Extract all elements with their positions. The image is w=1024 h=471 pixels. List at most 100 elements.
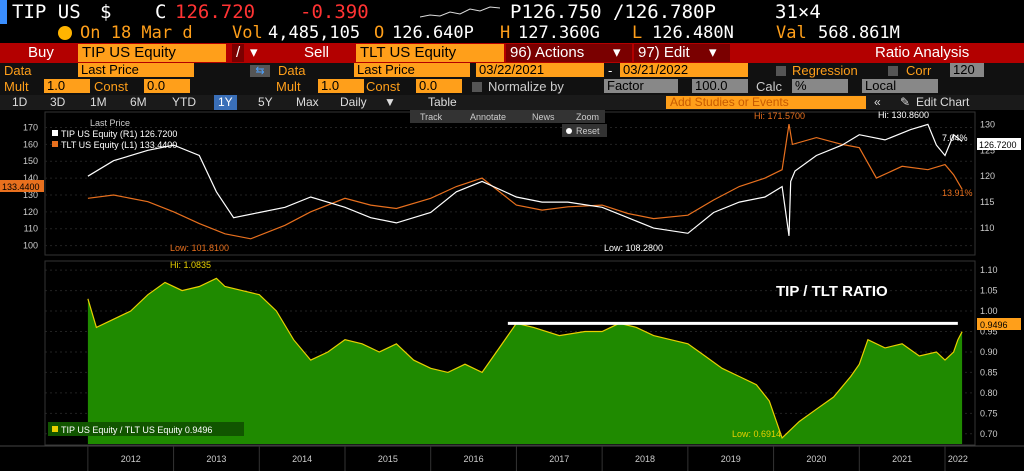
legend-swatch-tlt [52,141,58,147]
chevron-down-icon: ▼ [384,95,396,109]
function-title: Ratio Analysis [875,44,970,61]
sparkline-icon [420,6,500,18]
tlt-last-value: 133.4400 [2,182,40,192]
price-annotations: Hi: 171.5700 Hi: 130.8600 Low: 101.8100 … [0,110,1021,253]
x-tick-label: 2012 [121,454,141,464]
ratio-tick-label: 0.70 [980,429,998,439]
edit-chart-button[interactable]: Edit Chart [916,95,970,109]
edit-menu[interactable]: 97) Edit [634,44,730,62]
volume: 4,485,105 [268,24,361,43]
tab-5y[interactable]: 5Y [258,95,273,109]
add-studies-input[interactable]: Add Studies or Events [666,96,866,109]
tab-1y[interactable]: 1Y [214,95,237,110]
ticker[interactable]: TIP US [12,1,81,23]
const2-field[interactable]: 0.0 [416,79,462,93]
left-tick-label: 170 [23,122,38,132]
tab-ytd[interactable]: YTD [172,95,196,109]
data1-select[interactable]: Last Price [78,63,194,77]
alert-icon [58,26,72,40]
tlt-low-label: Low: 101.8100 [170,243,229,253]
tlt-high-label: Hi: 171.5700 [754,111,805,121]
swap-icon[interactable]: ⇆ [250,65,270,77]
left-tick-label: 160 [23,139,38,149]
legend-title: Last Price [90,118,130,128]
tip-series-line [87,123,963,236]
currency: $ [100,1,112,23]
tlt-last-badge [0,180,44,192]
data-settings-row: Data Last Price ⇆ Data Last Price 03/22/… [0,63,1024,79]
tab-1d[interactable]: 1D [12,95,28,109]
tip-pct-label: 7.04% [942,133,968,143]
chart-area[interactable]: 100110120130140150160170110115120125130 … [0,110,1024,471]
tab-max[interactable]: Max [296,95,319,109]
legend-swatch-ratio [52,426,58,432]
security-marker [0,0,7,24]
x-tick-label: 2019 [721,454,741,464]
quote-detail-bar: On 18 Mar d Vol 4,485,105 O 126.640P H 1… [0,24,1024,43]
legend-swatch-tip [52,130,58,136]
price-grid: 100 110 120 130 140 150 160 170 110 115 120 125 130 [23,119,995,250]
corr-checkbox[interactable] [888,66,898,76]
const1-field[interactable]: 0.0 [144,79,190,93]
bid-ask: P126.750 /126.780P [510,1,716,23]
ratio-tick-label: 0.75 [980,408,998,418]
security2-field[interactable]: TLT US Equity [356,44,504,62]
chevron-down-icon[interactable]: ▾ [250,44,258,61]
price-legend: Last Price TIP US Equity (R1) 126.7200 T… [52,118,177,150]
data2-select[interactable]: Last Price [354,63,470,77]
tab-1m[interactable]: 1M [90,95,107,109]
regression-checkbox[interactable] [776,66,786,76]
chart-tools: Track Annotate News Zoom Reset [410,110,607,137]
ratio-tick-label: 1.05 [980,286,998,296]
pencil-icon[interactable]: ✎ [900,95,911,109]
news-button[interactable]: News [532,112,555,122]
tip-last-badge [977,138,1021,150]
start-date-field[interactable]: 03/22/2021 [476,63,604,77]
actions-menu[interactable]: 96) Actions [506,44,632,62]
collapse-icon[interactable]: « [874,95,881,109]
value-traded: 568.861M [818,24,900,43]
tlt-series-line [87,124,963,240]
sell-label: Sell [304,44,330,61]
end-date-field[interactable]: 03/21/2022 [620,63,748,77]
normalize-select[interactable]: Factor [604,79,678,93]
calc-select[interactable]: % [792,79,848,93]
normalize-checkbox[interactable] [472,82,482,92]
tab-6m[interactable]: 6M [130,95,147,109]
const1-label: Const [94,79,128,94]
last-price: 126.720 [175,1,256,23]
zoom-button[interactable]: Zoom [576,112,599,122]
corr-period-field[interactable]: 120 [950,63,984,77]
trade-date: On 18 Mar d [80,24,193,43]
x-tick-label: 2020 [806,454,826,464]
right-tick-label: 110 [980,223,994,233]
left-tick-label: 110 [24,224,38,234]
ratio-last-badge [977,318,1021,330]
bid-ask-size: 31×4 [775,1,821,23]
track-button[interactable]: Track [420,112,443,122]
tip-low-label: Low: 108.2800 [604,243,663,253]
mult1-field[interactable]: 1.0 [44,79,90,93]
reset-button[interactable]: Reset [576,126,600,136]
x-tick-label: 2021 [892,454,912,464]
left-tick-label: 100 [23,241,38,251]
corr-label: Corr [906,63,932,78]
volume-label: Vol [232,24,263,43]
chevron-down-icon: ▾ [613,44,621,61]
normalize-value-field[interactable]: 100.0 [692,79,748,93]
tip-last-value: 126.7200 [979,140,1017,150]
mult1-label: Mult [4,79,29,94]
date-separator: - [608,63,613,78]
mult2-field[interactable]: 1.0 [318,79,364,93]
frequency-select[interactable]: Daily [340,95,367,109]
x-tick-label: 2022 [948,454,968,464]
slash-button[interactable]: / [232,44,245,62]
local-select[interactable]: Local [862,79,938,93]
value-label: Val [776,24,807,43]
security1-field[interactable]: TIP US Equity [78,44,226,62]
mult2-label: Mult [276,79,301,94]
annotate-button[interactable]: Annotate [470,112,506,122]
table-button[interactable]: Table [428,95,457,109]
legend-tlt: TLT US Equity (L1) 133.4400 [61,140,177,150]
tab-3d[interactable]: 3D [50,95,66,109]
